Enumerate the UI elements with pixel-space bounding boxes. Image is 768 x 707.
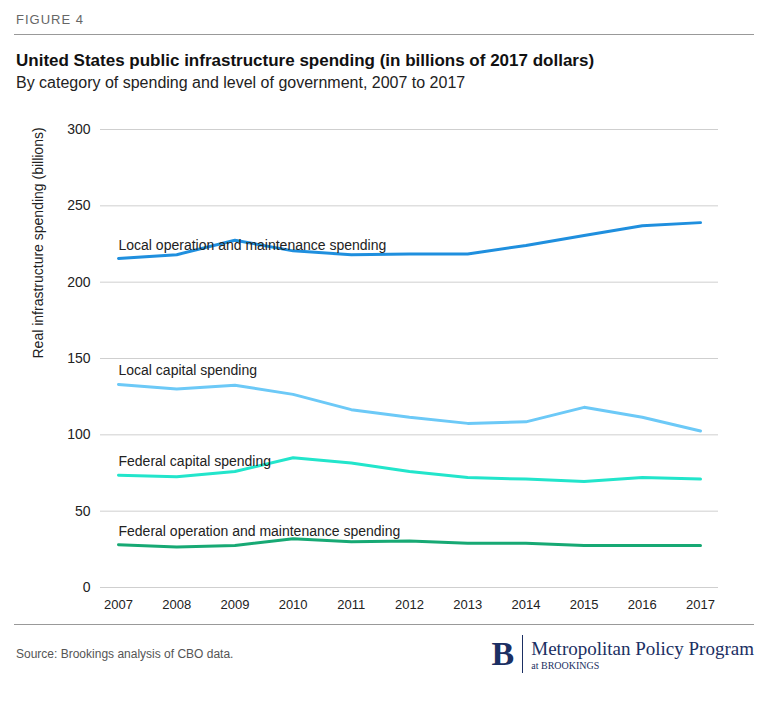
svg-text:100: 100 (67, 426, 91, 442)
svg-text:2010: 2010 (279, 597, 308, 612)
svg-text:0: 0 (83, 579, 91, 595)
html-text:at BROOKINGS: at BROOKINGS (531, 659, 600, 671)
svg-text:2008: 2008 (162, 597, 191, 612)
svg-text:50: 50 (75, 503, 91, 519)
svg-text:2009: 2009 (220, 597, 249, 612)
svg-text:2011: 2011 (337, 597, 365, 612)
svg-text:Federal capital spending: Federal capital spending (119, 453, 272, 469)
svg-text:2017: 2017 (686, 597, 715, 612)
svg-text:2014: 2014 (511, 597, 540, 612)
svg-text:2016: 2016 (628, 597, 657, 612)
svg-text:150: 150 (67, 350, 91, 366)
svg-text:2012: 2012 (395, 597, 424, 612)
html-text:B: B (491, 635, 515, 672)
html-text:United States public infrastru: United States public infrastructure spen… (16, 51, 595, 70)
svg-text:250: 250 (67, 197, 91, 213)
svg-text:Real infrastructure spending (: Real infrastructure spending (billions) (30, 127, 46, 358)
svg-text:300: 300 (67, 121, 91, 137)
svg-text:2007: 2007 (104, 597, 133, 612)
html-text:Metropolitan Policy Program: Metropolitan Policy Program (531, 637, 754, 659)
svg-text:200: 200 (67, 274, 91, 290)
svg-text:2013: 2013 (453, 597, 482, 612)
svg-text:Local capital spending: Local capital spending (119, 362, 258, 378)
svg-text:Federal operation and maintena: Federal operation and maintenance spendi… (119, 523, 401, 539)
svg-text:2015: 2015 (570, 597, 599, 612)
svg-text:Local operation and maintenanc: Local operation and maintenance spending (119, 237, 387, 253)
html-text:By category of spending and le: By category of spending and level of gov… (16, 74, 466, 91)
html-text:Source: Brookings analysis of: Source: Brookings analysis of CBO data. (16, 647, 234, 661)
html-text:FIGURE 4: FIGURE 4 (16, 12, 84, 27)
